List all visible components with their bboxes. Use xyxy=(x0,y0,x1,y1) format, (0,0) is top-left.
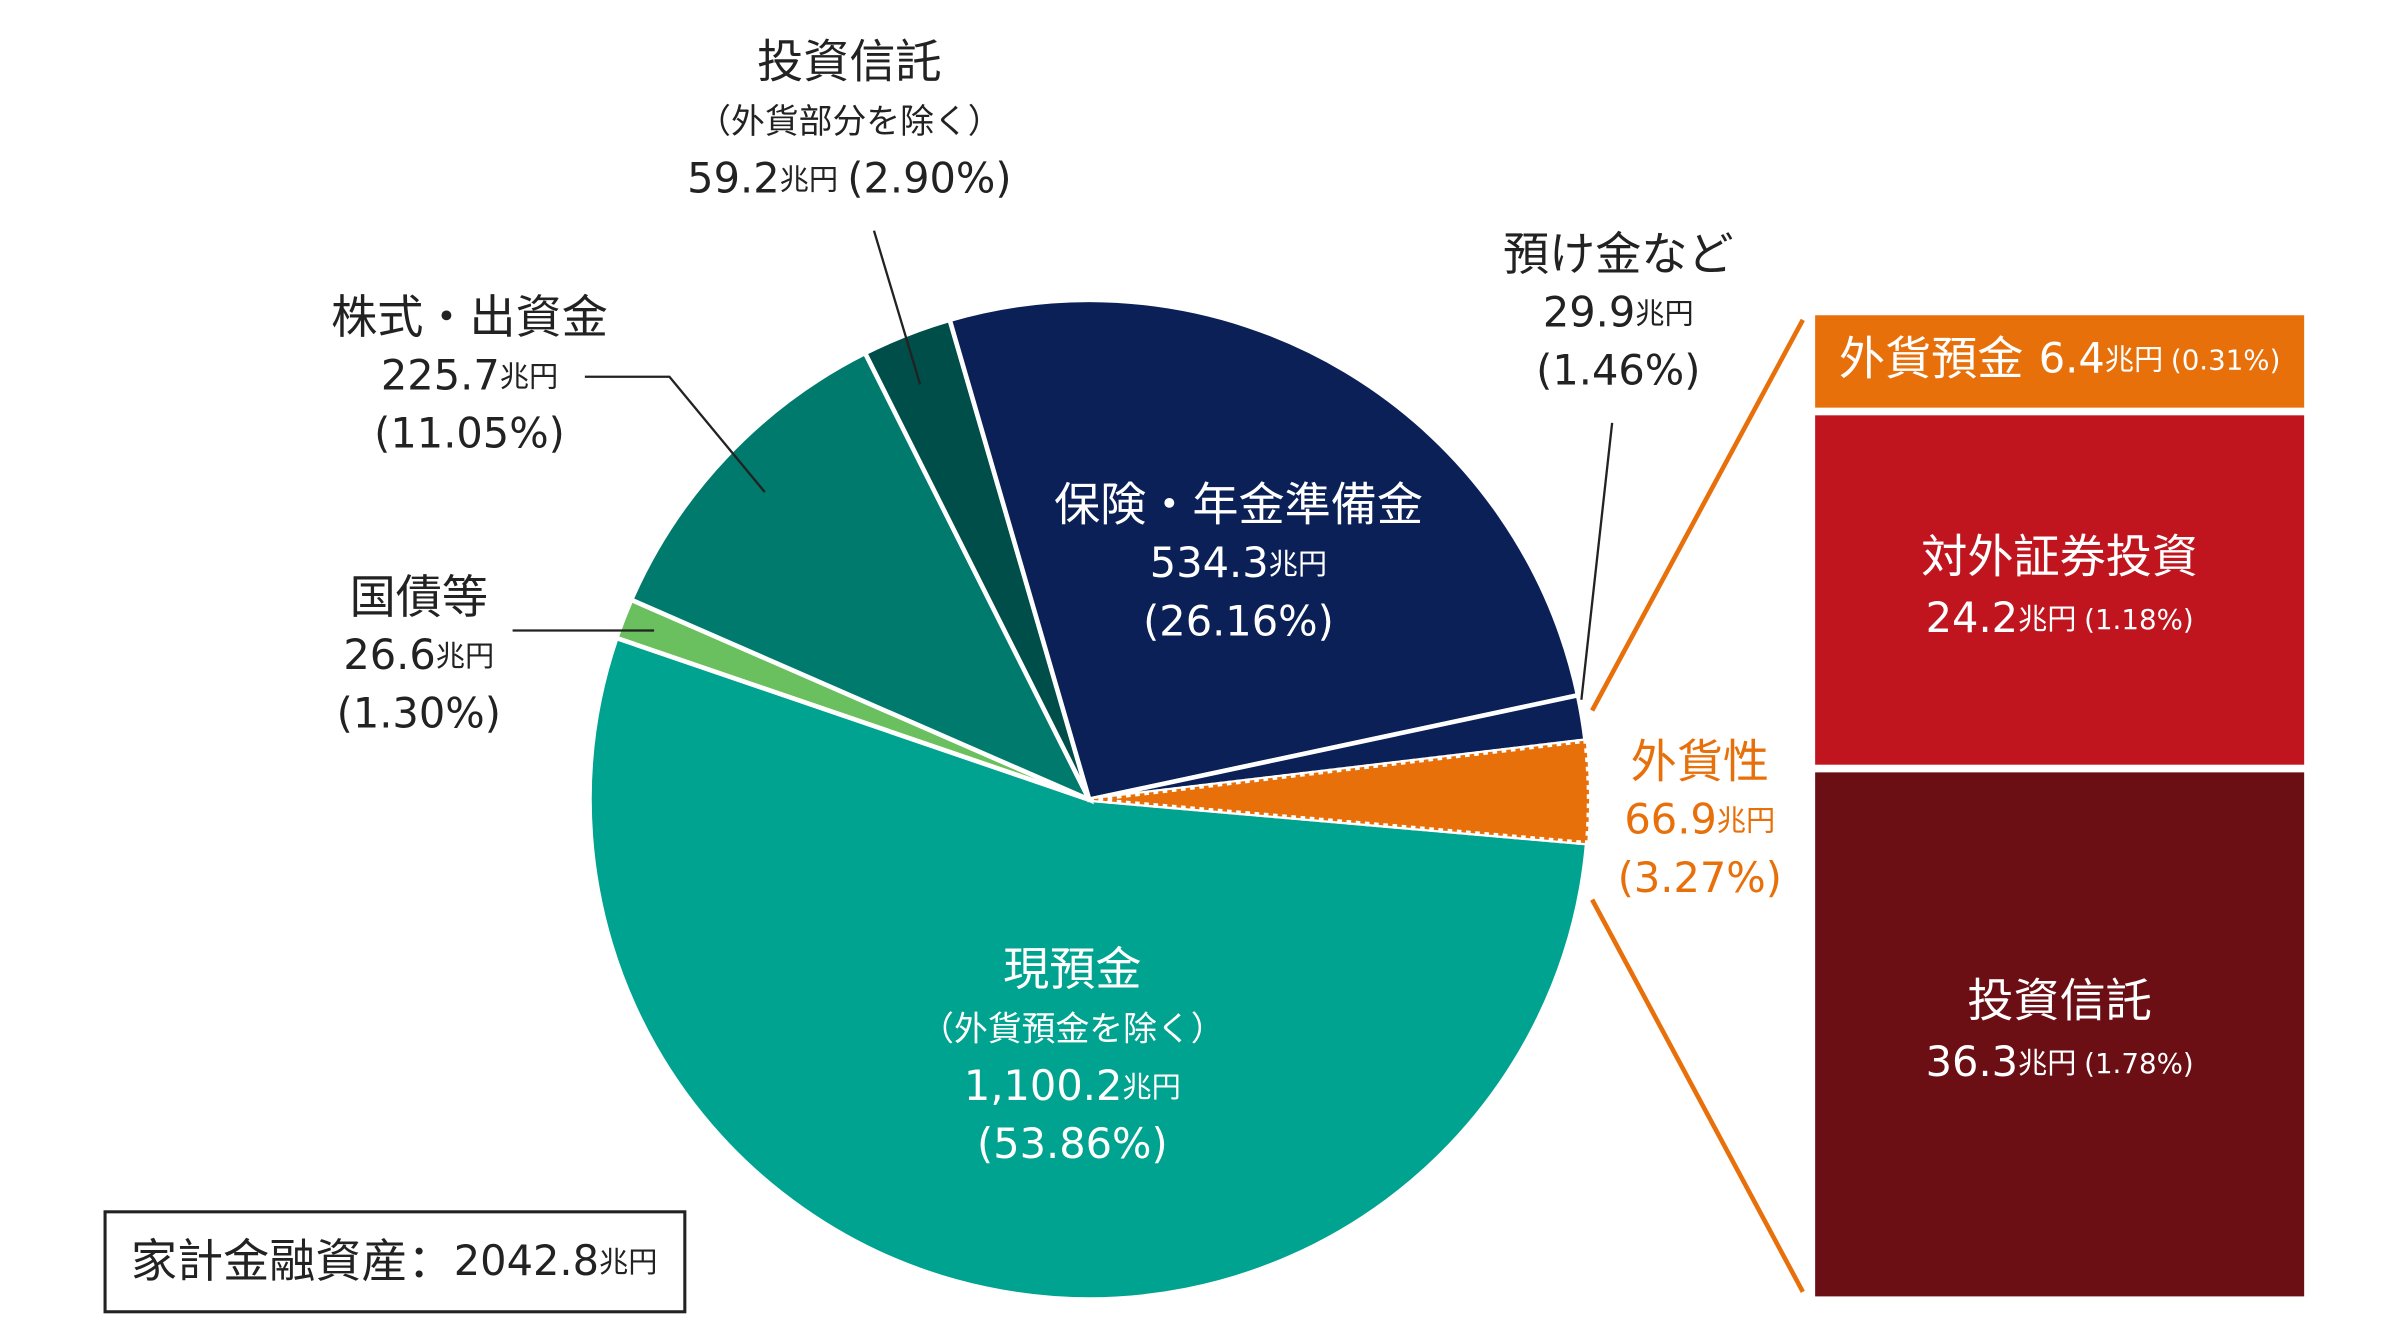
breakdown-percent: (1.18%) xyxy=(2084,603,2194,636)
unit: 兆円 xyxy=(2105,342,2163,376)
slice-percent: (11.05%) xyxy=(374,409,565,458)
breakdown-percent: (0.31%) xyxy=(2171,343,2281,376)
label: 預け金など xyxy=(1503,226,1734,280)
unit: 兆円 xyxy=(1635,296,1693,330)
label: 家計金融資産：2042.8兆円 xyxy=(131,1234,658,1288)
slice-value: 225.7 xyxy=(381,350,500,399)
slice-note: （外貨部分を除く） xyxy=(697,102,1001,141)
slice-value: 66.9 xyxy=(1624,795,1716,844)
label: 66.9兆円 xyxy=(1624,795,1775,844)
label: 534.3兆円 xyxy=(1150,538,1327,587)
label: (1.46%) xyxy=(1536,346,1700,395)
connector xyxy=(1590,318,1805,712)
slice-name: 外貨性 xyxy=(1631,734,1769,788)
leader-line xyxy=(584,375,766,493)
label: 225.7兆円 xyxy=(381,350,558,399)
slice-value: 59.2 xyxy=(687,153,779,202)
unit: 兆円 xyxy=(1269,547,1327,581)
label: 株式・出資金 xyxy=(331,289,608,343)
slice-percent: (53.86%) xyxy=(977,1119,1168,1168)
slice-name: 預け金など xyxy=(1503,226,1734,280)
breakdown-value: 24.2 xyxy=(1926,593,2018,642)
label: （外貨預金を除く） xyxy=(920,1009,1224,1048)
label: 投資信託 xyxy=(1967,973,2152,1027)
breakdown-name: 外貨預金 xyxy=(1839,331,2024,385)
label: 29.9兆円 xyxy=(1543,287,1694,336)
label: (3.27%) xyxy=(1618,853,1782,902)
label: (11.05%) xyxy=(374,409,565,458)
breakdown-bar xyxy=(1815,315,2305,408)
label: 外貨預金 6.4兆円 (0.31%) xyxy=(1839,331,2281,385)
label: 1,100.2兆円 xyxy=(964,1061,1181,1110)
label: 現預金 xyxy=(1003,941,1141,995)
label: 59.2兆円 (2.90%) xyxy=(687,153,1011,202)
label: (1.30%) xyxy=(337,689,501,738)
total-box xyxy=(103,1210,687,1314)
slice-name: 株式・出資金 xyxy=(331,289,608,343)
breakdown-name: 投資信託 xyxy=(1967,973,2152,1027)
slice-name: 国債等 xyxy=(350,569,488,623)
slice-value: 26.6 xyxy=(343,630,435,679)
label: 26.6兆円 xyxy=(343,630,494,679)
slice-value: 534.3 xyxy=(1150,538,1269,587)
slice-percent: (1.46%) xyxy=(1536,346,1700,395)
label: 外貨性 xyxy=(1631,734,1769,788)
slice-note: （外貨預金を除く） xyxy=(920,1009,1224,1048)
slice-percent: (2.90%) xyxy=(847,153,1011,202)
unit: 兆円 xyxy=(2018,1046,2076,1080)
breakdown-percent: (1.78%) xyxy=(2084,1047,2194,1080)
label: (53.86%) xyxy=(977,1119,1168,1168)
slice-name: 現預金 xyxy=(1003,941,1141,995)
leader-line xyxy=(1580,422,1614,700)
pie-slice xyxy=(946,297,1581,803)
connector xyxy=(1590,898,1805,1293)
unit: 兆円 xyxy=(2018,602,2076,636)
breakdown-bar xyxy=(1815,415,2305,765)
unit: 兆円 xyxy=(780,162,838,196)
label: 保険・年金準備金 xyxy=(1054,477,1423,531)
unit: 兆円 xyxy=(500,359,558,393)
breakdown-name: 対外証券投資 xyxy=(1921,529,2198,583)
breakdown-bar xyxy=(1815,772,2305,1297)
label: (26.16%) xyxy=(1143,596,1334,645)
total-label: 家計金融資産： xyxy=(131,1234,454,1288)
slice-name: 保険・年金準備金 xyxy=(1054,477,1423,531)
unit: 兆円 xyxy=(1717,804,1775,838)
pie-slice xyxy=(628,349,1095,805)
slice-value: 29.9 xyxy=(1543,287,1635,336)
label: 36.3兆円 (1.78%) xyxy=(1926,1037,2194,1086)
leader-line xyxy=(872,230,922,385)
label: 対外証券投資 xyxy=(1921,529,2198,583)
slice-name: 投資信託 xyxy=(757,34,942,88)
breakdown-value: 36.3 xyxy=(1926,1037,2018,1086)
unit: 兆円 xyxy=(1122,1070,1180,1104)
unit: 兆円 xyxy=(599,1245,657,1279)
slice-value: 1,100.2 xyxy=(964,1061,1122,1110)
slice-percent: (26.16%) xyxy=(1143,596,1334,645)
pie-slice xyxy=(1089,738,1592,846)
breakdown-value: 6.4 xyxy=(2039,333,2105,382)
total-value: 2042.8 xyxy=(454,1236,599,1285)
label: 24.2兆円 (1.18%) xyxy=(1926,593,2194,642)
slice-percent: (1.30%) xyxy=(337,689,501,738)
label: 国債等 xyxy=(350,569,488,623)
label: （外貨部分を除く） xyxy=(697,102,1001,141)
slice-percent: (3.27%) xyxy=(1618,853,1782,902)
unit: 兆円 xyxy=(436,639,494,673)
label: 投資信託 xyxy=(757,34,942,88)
pie-slice xyxy=(587,634,1590,1302)
